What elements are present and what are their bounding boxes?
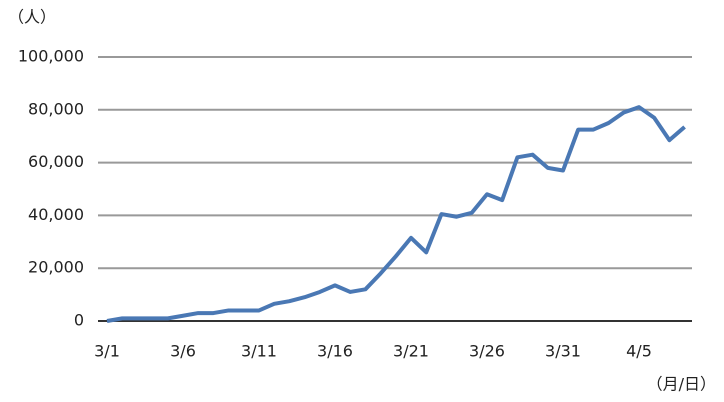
x-tick-label: 3/6 — [170, 342, 196, 361]
y-unit: （人） — [8, 8, 56, 27]
y-tick-label: 0 — [74, 311, 84, 330]
x-tick-label: 3/31 — [545, 342, 581, 361]
x-tick-label: 3/26 — [469, 342, 505, 361]
y-tick-label: 60,000 — [28, 152, 84, 171]
x-tick-label: 3/11 — [241, 342, 277, 361]
y-tick-label: 20,000 — [28, 258, 84, 277]
x-tick-label: 3/21 — [393, 342, 429, 361]
data-line — [106, 105, 686, 323]
x-tick-label: 3/16 — [317, 342, 353, 361]
y-tick-label: 100,000 — [18, 47, 84, 66]
y-tick-label: 80,000 — [28, 99, 84, 118]
x-unit: （月/日） — [647, 375, 716, 394]
y-tick-label: 40,000 — [28, 205, 84, 224]
x-tick-label: 4/5 — [626, 342, 652, 361]
x-tick-label: 3/1 — [94, 342, 120, 361]
